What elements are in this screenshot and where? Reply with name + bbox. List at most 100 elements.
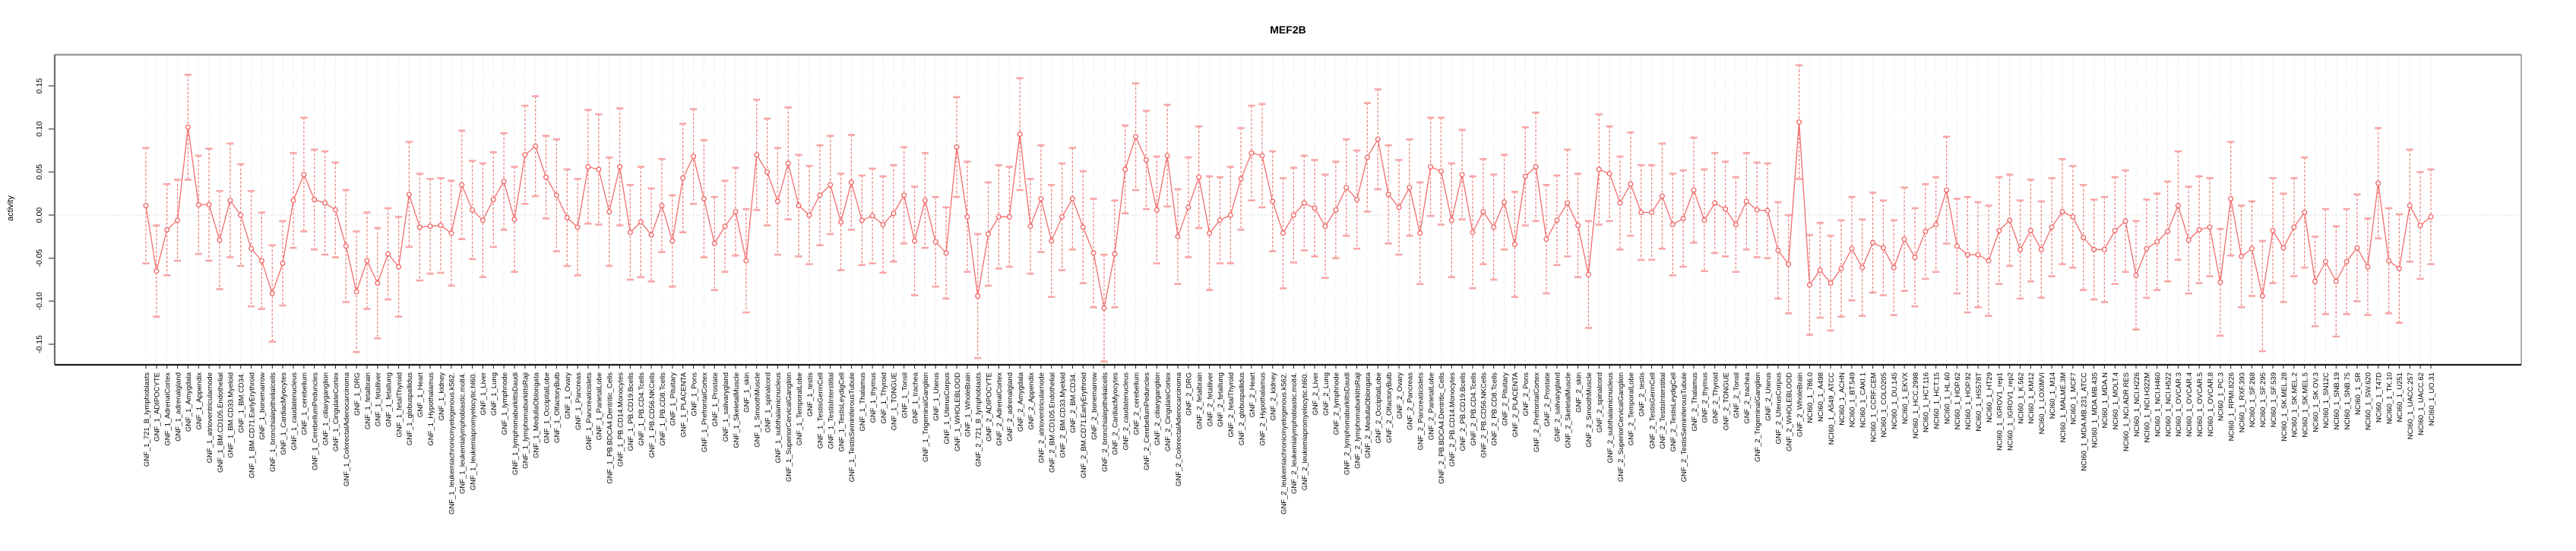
data-point bbox=[1511, 242, 1517, 248]
x-tick-label: GNF_1_trachea bbox=[911, 372, 919, 423]
data-point bbox=[1385, 192, 1391, 198]
x-tick-label: GNF_2_PB.BDCA4.Dentritic_Cells bbox=[1438, 372, 1446, 484]
x-tick-label: GNF_1_leukemiapromyelocytic.hl60. bbox=[469, 372, 477, 490]
x-tick-label: NCI60_1_NCI.H322M bbox=[2144, 372, 2152, 442]
x-tick-label: GNF_1_fetalliver bbox=[375, 372, 383, 426]
data-point bbox=[2280, 245, 2286, 251]
x-tick-label: GNF_2_fetallung bbox=[1217, 372, 1225, 427]
data-point bbox=[143, 203, 149, 209]
data-point bbox=[1196, 174, 1202, 180]
data-point bbox=[1322, 223, 1328, 230]
x-tick-label: GNF_1_TestisInterstitial bbox=[828, 372, 836, 449]
x-tick-label: GNF_2_BM.CD34. bbox=[1069, 372, 1078, 433]
x-tick-label: GNF_2_skin bbox=[1574, 372, 1583, 413]
y-axis: 0.15 0.10 0.05 0.00 -0.05 -0.10 -0.15 bbox=[35, 78, 55, 353]
x-tick-label: GNF_2_PB.CD56.NKCells bbox=[1480, 372, 1489, 458]
data-point bbox=[574, 224, 581, 230]
data-point bbox=[2428, 214, 2434, 220]
x-tick-label: GNF_2_WholeBrain bbox=[1796, 372, 1804, 437]
data-point bbox=[385, 251, 391, 257]
data-point bbox=[806, 212, 812, 218]
data-point bbox=[2322, 258, 2328, 264]
data-point bbox=[2302, 210, 2308, 216]
x-tick-label: NCI60_1_SK.MEL.5 bbox=[2302, 372, 2310, 438]
x-tick-label: GNF_2_CerebellumPeduncles bbox=[1143, 372, 1151, 470]
data-point bbox=[891, 211, 897, 217]
x-tick-label: NCI60_1_DU.145 bbox=[1891, 372, 1899, 429]
x-tick-label: GNF_2_Lung bbox=[1322, 372, 1331, 416]
data-point bbox=[901, 192, 907, 198]
data-point bbox=[1764, 207, 1771, 214]
data-point bbox=[153, 268, 160, 274]
x-tick-label: GNF_1_cerebellum bbox=[301, 372, 309, 435]
x-tick-label: GNF_1_thymus bbox=[869, 372, 878, 423]
data-point bbox=[416, 224, 422, 230]
x-tick-label: GNF_1_atrioventricularnode bbox=[206, 372, 214, 463]
data-point bbox=[1975, 252, 1981, 258]
data-point bbox=[1122, 166, 1128, 173]
data-point bbox=[1438, 168, 1444, 174]
x-axis: GNF_1_721_B_lymphoblasts GNF_1_ADIPOCYTE G… bbox=[143, 365, 2436, 515]
data-point bbox=[1417, 230, 1423, 236]
data-point bbox=[490, 197, 496, 203]
x-tick-label: NCI60_1_A549_ATCC bbox=[1828, 372, 1836, 445]
x-tick-label: GNF_2_TestisGermCell bbox=[1648, 372, 1657, 448]
x-tick-label: NCI60_1_SK.OV.3 bbox=[2312, 372, 2320, 432]
x-tick-label: GNF_1_skin bbox=[743, 372, 752, 413]
data-point bbox=[1996, 227, 2002, 233]
data-point bbox=[1164, 153, 1170, 159]
data-point bbox=[1659, 193, 1665, 199]
data-point bbox=[564, 214, 570, 220]
data-point bbox=[1185, 204, 1191, 211]
data-point bbox=[1638, 210, 1644, 216]
data-point bbox=[785, 160, 791, 166]
data-point bbox=[1038, 196, 1044, 202]
data-point bbox=[195, 201, 201, 207]
x-tick-label: GNF_2_Pons bbox=[1522, 372, 1530, 416]
data-point bbox=[1585, 271, 1591, 277]
x-tick-label: NCI60_1_MDA.MB.435 bbox=[2090, 372, 2099, 448]
x-tick-label: GNF_2_Pancreaticislets bbox=[1417, 372, 1426, 451]
data-point bbox=[1606, 171, 1612, 177]
x-tick-label: GNF_2_Thalamus bbox=[1691, 372, 1699, 432]
x-tick-label: NCI60_1_786.0 bbox=[1806, 372, 1815, 423]
data-point bbox=[722, 223, 728, 230]
data-point bbox=[817, 192, 823, 198]
x-tick-label: GNF_2_subthalamicnucleus bbox=[1606, 372, 1615, 464]
x-tick-label: GNF_2_adrenalgland bbox=[1006, 372, 1014, 442]
data-point bbox=[954, 144, 960, 150]
data-point bbox=[1680, 216, 1686, 222]
y-tick-label: -0.05 bbox=[35, 249, 44, 268]
x-tick-label: GNF_1_Hypothalamus bbox=[427, 372, 435, 446]
data-point bbox=[2081, 235, 2087, 241]
data-point bbox=[301, 172, 307, 178]
x-tick-label: NCI60_1_K.562 bbox=[2017, 372, 2025, 424]
data-point bbox=[1259, 153, 1265, 159]
data-point bbox=[185, 124, 191, 130]
x-tick-label: GNF_2_leukemiachronicmyelogenous.k562. bbox=[1280, 372, 1288, 515]
data-point bbox=[1575, 223, 1581, 229]
series-line bbox=[145, 122, 2432, 309]
x-tick-label: GNF_1_TemporalLobe bbox=[796, 372, 804, 445]
x-tick-label: NCI60_1_OVCAR.4 bbox=[2185, 372, 2194, 436]
x-tick-label: GNF_2_fetalThyroid bbox=[1227, 372, 1236, 438]
data-point bbox=[1354, 197, 1360, 203]
data-point bbox=[1491, 224, 1497, 230]
x-tick-label: GNF_1_OccipitalLobe bbox=[543, 372, 551, 443]
data-point bbox=[1090, 250, 1097, 256]
x-tick-label: GNF_2_lymphomaburkittsRaji bbox=[1353, 372, 1362, 469]
x-tick-label: GNF_2_OccipitalLobe bbox=[1375, 372, 1383, 443]
data-point bbox=[2038, 246, 2044, 252]
data-point bbox=[2343, 258, 2350, 264]
x-tick-label: NCI60_1_COLO205 bbox=[1880, 372, 1888, 438]
x-tick-label: GNF_2_Pituitary bbox=[1501, 372, 1509, 426]
data-point bbox=[1080, 224, 1086, 230]
x-tick-label: GNF_2_ColorectalAdenocarcinoma bbox=[1175, 372, 1183, 486]
x-tick-label: GNF_2_leukemialymphoblastic.molt4. bbox=[1290, 372, 1299, 494]
data-point bbox=[427, 223, 433, 230]
x-tick-label: NCI60_1_NCI.H522 bbox=[2164, 372, 2173, 437]
data-point bbox=[932, 239, 938, 245]
x-tick-label: GNF_2_OlfactoryBulb bbox=[1385, 372, 1394, 443]
x-tick-label: GNF_1_lymphnode bbox=[501, 372, 509, 435]
data-point bbox=[2049, 224, 2055, 230]
